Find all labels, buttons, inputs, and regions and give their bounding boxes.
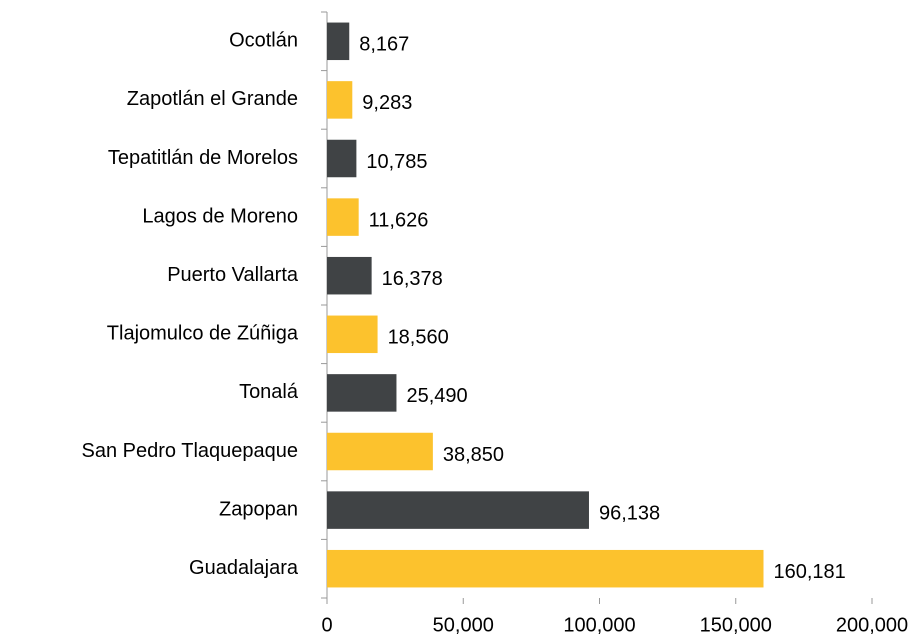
y-tick-label: Zapotlán el Grande (127, 88, 298, 110)
bar (327, 139, 357, 178)
value-label: 25,490 (406, 385, 467, 407)
bar (327, 198, 359, 236)
bar (327, 315, 378, 354)
x-tick-label: 150,000 (700, 614, 772, 636)
value-label: 16,378 (382, 268, 443, 290)
y-tick-label: Tepatitlán de Morelos (108, 147, 298, 169)
y-tick-label: Lagos de Moreno (142, 205, 298, 227)
x-tick-label: 0 (321, 614, 332, 636)
y-tick-label: San Pedro Tlaquepaque (82, 440, 298, 462)
x-tick-label: 50,000 (433, 614, 494, 636)
bar (327, 432, 433, 471)
bar (327, 491, 589, 529)
value-label: 9,283 (362, 92, 412, 114)
y-tick-label: Tonalá (239, 381, 299, 403)
value-label: 96,138 (599, 502, 660, 524)
y-tick-label: Tlajomulco de Zúñiga (107, 323, 299, 345)
value-label: 8,167 (359, 34, 409, 56)
bar (327, 256, 372, 295)
value-label: 18,560 (388, 327, 449, 349)
bar (327, 374, 397, 412)
bar (327, 81, 353, 119)
value-label: 160,181 (773, 561, 845, 583)
y-tick-label: Ocotlán (229, 30, 298, 52)
x-tick-label: 100,000 (563, 614, 635, 636)
x-tick-label: 200,000 (836, 614, 908, 636)
y-tick-label: Zapopan (219, 498, 298, 520)
value-label: 11,626 (369, 209, 429, 231)
value-label: 38,850 (443, 444, 504, 466)
bar (327, 549, 764, 588)
bar (327, 22, 350, 61)
y-tick-label: Guadalajara (189, 557, 299, 579)
value-label: 10,785 (366, 151, 427, 173)
y-tick-label: Puerto Vallarta (167, 264, 299, 286)
